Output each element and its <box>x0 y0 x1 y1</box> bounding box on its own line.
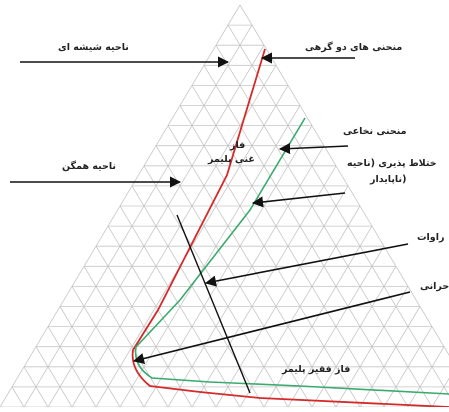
label-binodal-curve: منحنی های دو گرهی <box>305 41 402 53</box>
grid-line <box>227 24 449 397</box>
tie-line <box>176 214 251 394</box>
label-critical: حرانی <box>420 281 449 292</box>
label-homogeneous-region: ناحیه همگن <box>62 160 116 172</box>
grid-line <box>119 205 241 408</box>
arrow-critical-point <box>132 291 411 364</box>
grid-line <box>107 225 217 408</box>
label-instability-1: ختلاط پذیری (ناحیه <box>347 158 437 169</box>
arrow-instability <box>251 192 346 208</box>
grid-line <box>83 266 169 408</box>
grid-line <box>311 266 397 408</box>
grid-line <box>59 306 121 408</box>
grid-line <box>167 145 325 408</box>
grid-line <box>383 326 433 408</box>
grid-line <box>119 105 301 408</box>
grid-line <box>47 326 97 408</box>
grid-line <box>11 386 25 408</box>
grid-line <box>71 286 145 408</box>
label-glass-region: ناحیه شیشه ای <box>58 42 129 53</box>
grid-line <box>23 24 253 408</box>
label-solvent-exchange: راوات <box>417 232 444 243</box>
grid-line <box>215 185 349 408</box>
binodal-curve-line <box>131 48 449 408</box>
spinodal-curve-line <box>134 117 449 395</box>
grid-line <box>287 245 385 408</box>
label-polymer-rich-1: فاز <box>229 140 245 151</box>
grid-line <box>35 346 73 408</box>
grid-line <box>179 105 361 408</box>
label-polymer-lean-phase: فاز فقیر پلیمر <box>281 364 350 375</box>
grid-line <box>23 366 49 408</box>
grid-line <box>203 65 409 408</box>
grid-line <box>407 346 445 408</box>
grid-line <box>131 185 265 408</box>
grid-line <box>431 377 449 408</box>
arrow-spinodal <box>278 142 349 155</box>
triangular-grid <box>0 4 449 408</box>
grid-line <box>263 225 373 408</box>
grid-line <box>155 145 313 408</box>
label-spinodal-curve: منحنی نخاعی <box>343 126 407 137</box>
grid-line <box>335 286 409 408</box>
arrow-solvent-exchange <box>204 243 409 287</box>
label-instability-2: ناپایدار) <box>369 174 406 185</box>
label-polymer-rich-2: غنی پلیمر <box>207 154 255 165</box>
grid-line <box>239 205 361 408</box>
